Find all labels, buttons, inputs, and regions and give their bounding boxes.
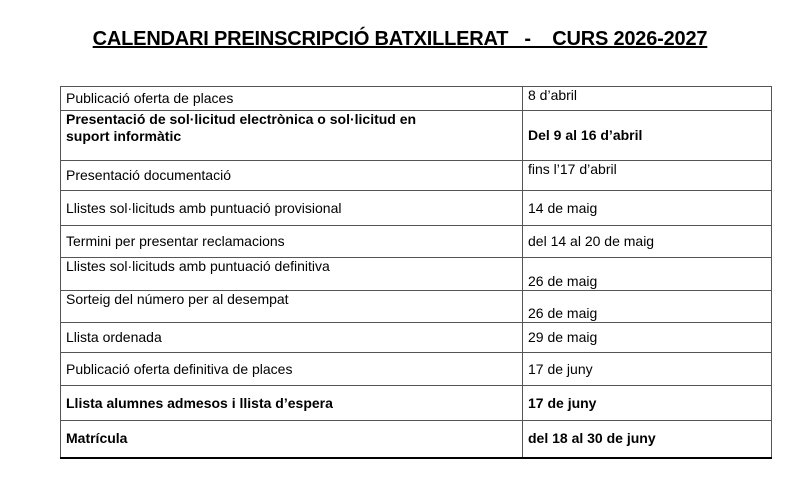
table-row: Llista ordenada 29 de maig xyxy=(60,322,772,353)
table-row: Publicació oferta de places 8 d’abril xyxy=(60,86,772,111)
date-cell: del 14 al 20 de maig xyxy=(522,225,772,258)
document-title: CALENDARI PREINSCRIPCIÓ BATXILLERAT - CU… xyxy=(92,28,708,50)
event-cell: Publicació oferta de places xyxy=(60,86,523,111)
table-row: Matrícula del 18 al 30 de juny xyxy=(60,420,772,459)
event-cell: Presentació documentació xyxy=(60,160,523,191)
table-row: Termini per presentar reclamacions del 14… xyxy=(60,225,772,258)
calendar-table: Publicació oferta de places 8 d’abril Pres… xyxy=(60,86,772,459)
event-cell: Presentació de sol·licitud electrònica o… xyxy=(60,110,523,161)
event-cell: Llistes sol·licituds amb puntuació provi… xyxy=(60,190,523,226)
table-row: Llistes sol·licituds amb puntuació provi… xyxy=(60,190,772,226)
table-row: Presentació de sol·licitud electrònica o… xyxy=(60,110,772,161)
table-row: Publicació oferta definitiva de places 17… xyxy=(60,352,772,386)
date-cell: 17 de juny xyxy=(522,385,772,421)
event-cell: Llista ordenada xyxy=(60,322,523,353)
date-cell: 8 d’abril xyxy=(522,86,772,111)
date-cell: 29 de maig xyxy=(522,322,772,353)
table-row: Presentació documentació fins l’17 d’abri… xyxy=(60,160,772,191)
table-row: Llistes sol·licituds amb puntuació defin… xyxy=(60,257,772,291)
date-cell: 26 de maig xyxy=(522,290,772,323)
event-cell: Llista alumnes admesos i llista d’espera xyxy=(60,385,523,421)
date-cell: 17 de juny xyxy=(522,352,772,386)
date-cell: Del 9 al 16 d’abril xyxy=(522,110,772,161)
date-cell: del 18 al 30 de juny xyxy=(522,420,772,459)
event-cell: Publicació oferta definitiva de places xyxy=(60,352,523,386)
date-cell: fins l’17 d’abril xyxy=(522,160,772,191)
table-row: Llista alumnes admesos i llista d’espera… xyxy=(60,385,772,421)
event-cell: Matrícula xyxy=(60,420,523,459)
date-cell: 26 de maig xyxy=(522,257,772,291)
table-row: Sorteig del número per al desempat 26 de … xyxy=(60,290,772,323)
event-cell: Termini per presentar reclamacions xyxy=(60,225,523,258)
event-cell: Llistes sol·licituds amb puntuació defin… xyxy=(60,257,523,291)
event-cell: Sorteig del número per al desempat xyxy=(60,290,523,323)
date-cell: 14 de maig xyxy=(522,190,772,226)
